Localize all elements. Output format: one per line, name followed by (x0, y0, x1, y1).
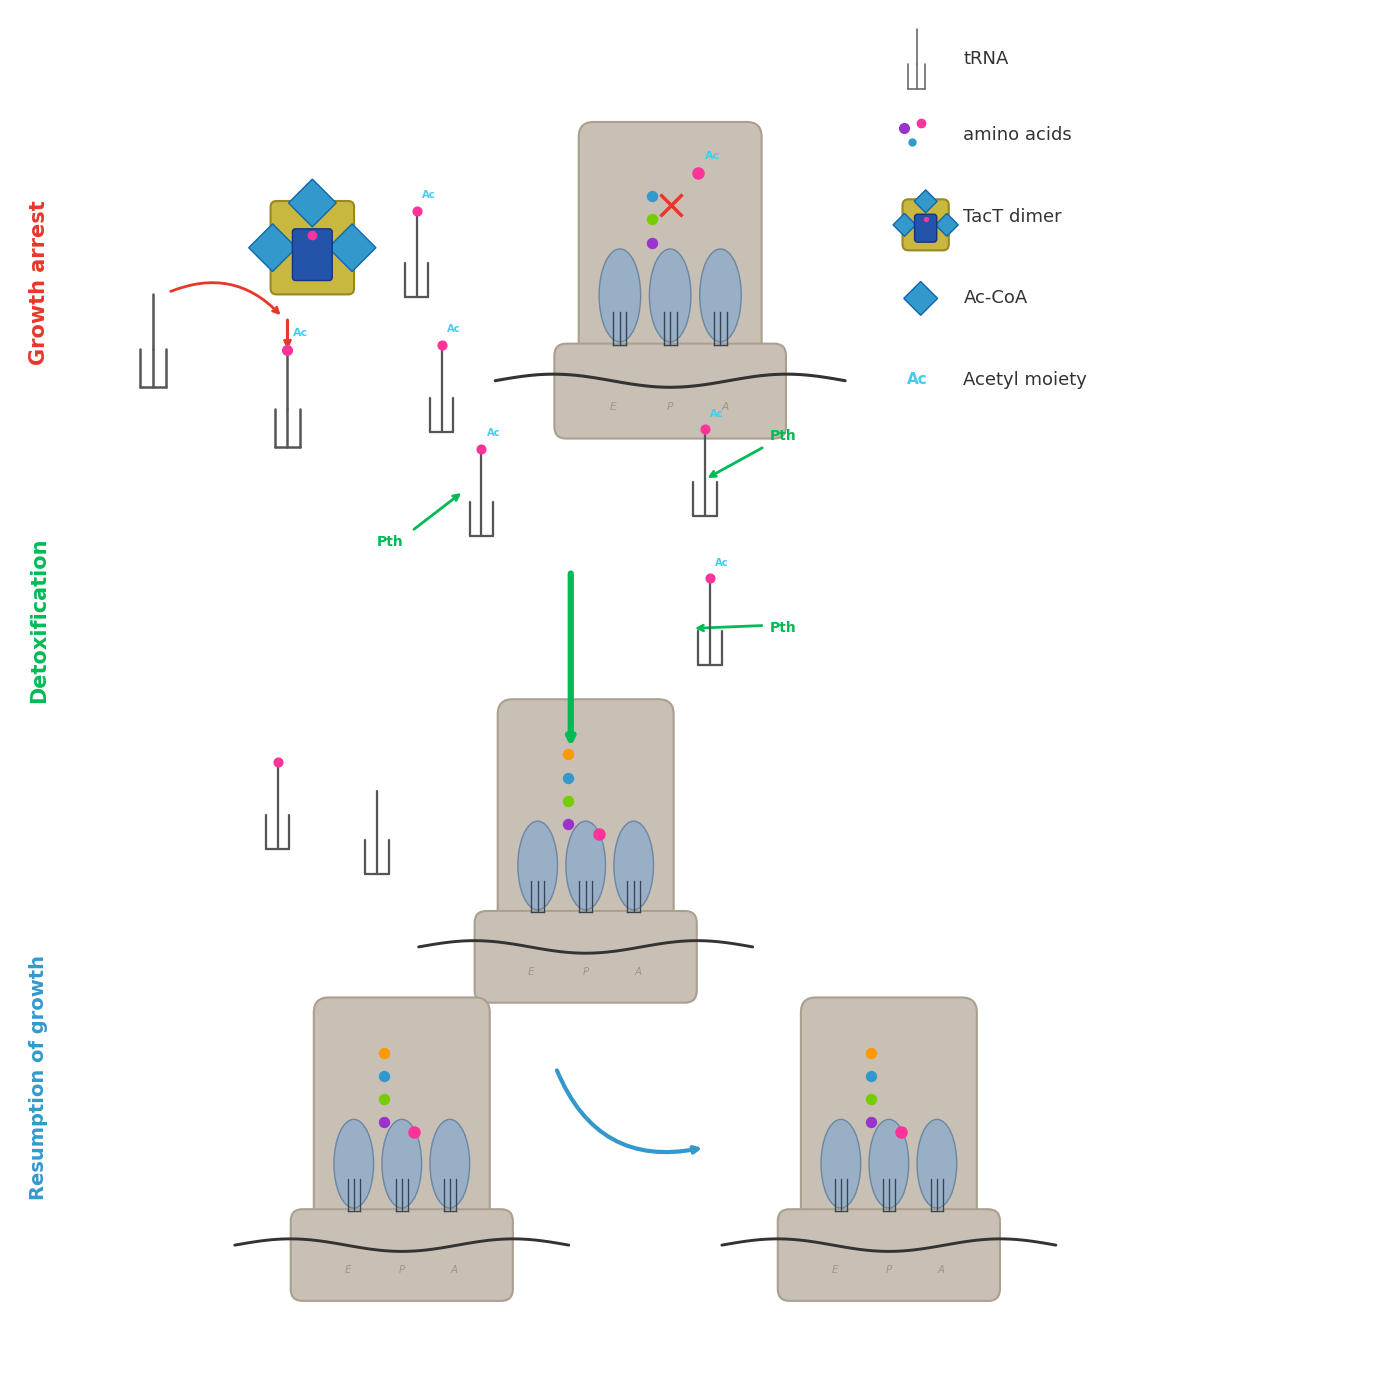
Text: A: A (451, 1266, 458, 1275)
Polygon shape (935, 213, 958, 237)
Ellipse shape (566, 822, 606, 910)
FancyBboxPatch shape (778, 1210, 1000, 1301)
Ellipse shape (599, 249, 641, 342)
Ellipse shape (430, 1120, 469, 1208)
Ellipse shape (700, 249, 741, 342)
Ellipse shape (650, 249, 692, 342)
FancyBboxPatch shape (903, 199, 949, 251)
Polygon shape (904, 281, 938, 315)
Text: Ac: Ac (715, 557, 729, 567)
Ellipse shape (613, 822, 654, 910)
Text: P: P (399, 1266, 405, 1275)
Text: A: A (938, 1266, 945, 1275)
Ellipse shape (382, 1120, 421, 1208)
Text: E: E (610, 402, 616, 412)
FancyBboxPatch shape (293, 228, 332, 280)
FancyBboxPatch shape (554, 343, 785, 438)
Ellipse shape (917, 1120, 956, 1208)
Text: Pth: Pth (770, 622, 797, 636)
Polygon shape (914, 190, 937, 213)
Text: P: P (886, 1266, 892, 1275)
FancyBboxPatch shape (914, 214, 937, 242)
Polygon shape (249, 224, 297, 272)
Text: E: E (344, 1266, 351, 1275)
FancyBboxPatch shape (291, 1210, 512, 1301)
Text: E: E (528, 967, 535, 977)
Polygon shape (893, 213, 916, 237)
Text: Detoxification: Detoxification (29, 538, 49, 703)
FancyBboxPatch shape (475, 911, 697, 1002)
Text: A: A (721, 402, 728, 412)
Text: Ac: Ac (907, 372, 928, 388)
Ellipse shape (820, 1120, 861, 1208)
Text: E: E (832, 1266, 837, 1275)
FancyBboxPatch shape (498, 699, 673, 938)
Polygon shape (328, 224, 377, 272)
Text: Pth: Pth (377, 535, 403, 549)
Ellipse shape (335, 1120, 374, 1208)
Text: TacT dimer: TacT dimer (963, 207, 1063, 225)
FancyBboxPatch shape (578, 122, 762, 371)
Text: amino acids: amino acids (963, 126, 1072, 144)
Text: tRNA: tRNA (963, 50, 1009, 67)
Polygon shape (288, 179, 336, 227)
Text: Ac: Ac (294, 328, 308, 339)
FancyBboxPatch shape (801, 997, 977, 1236)
Text: Ac: Ac (710, 409, 724, 419)
Text: Ac: Ac (487, 428, 500, 438)
Text: Acetyl moiety: Acetyl moiety (963, 371, 1088, 389)
Text: Resumption of growth: Resumption of growth (29, 955, 49, 1200)
Text: Ac: Ac (421, 190, 435, 200)
Ellipse shape (869, 1120, 909, 1208)
Text: Ac: Ac (447, 323, 461, 335)
Text: P: P (582, 967, 589, 977)
Text: A: A (634, 967, 641, 977)
Text: Pth: Pth (770, 428, 797, 442)
FancyBboxPatch shape (314, 997, 490, 1236)
FancyBboxPatch shape (270, 202, 354, 294)
Text: Ac-CoA: Ac-CoA (963, 290, 1028, 308)
Ellipse shape (518, 822, 557, 910)
Text: Growth arrest: Growth arrest (29, 200, 49, 365)
Text: P: P (666, 402, 673, 412)
Text: Ac: Ac (706, 151, 720, 161)
